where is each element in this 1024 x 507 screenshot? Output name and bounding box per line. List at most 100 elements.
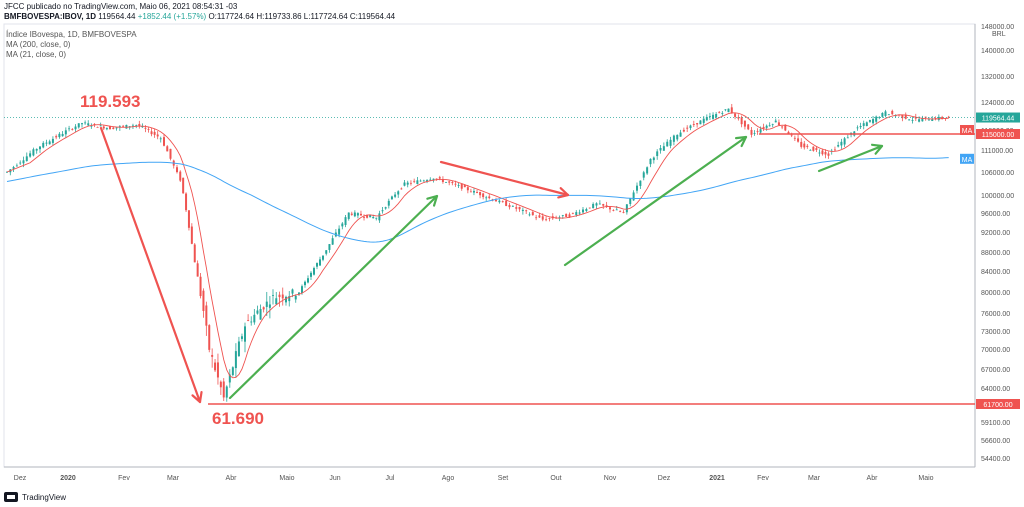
candle-body <box>652 157 655 161</box>
candle-body <box>750 129 753 135</box>
candle-body <box>390 196 393 200</box>
y-tick-label: 80000.00 <box>981 290 1010 297</box>
candle-body <box>639 180 642 186</box>
indicator-ma200[interactable]: MA (200, close, 0) <box>6 40 71 49</box>
indicator-ma21[interactable]: MA (21, close, 0) <box>6 50 67 59</box>
candle-body <box>394 194 397 197</box>
candle-body <box>602 204 605 206</box>
candle-body <box>247 320 250 321</box>
candle-body <box>347 212 350 219</box>
candle-body <box>205 305 208 326</box>
tradingview-logo[interactable]: TradingView <box>4 492 66 502</box>
y-tick-label: 59100.00 <box>981 420 1010 427</box>
candle-body <box>642 172 645 178</box>
candle-body <box>39 146 41 150</box>
candle-body <box>843 138 846 145</box>
candle-body <box>881 112 884 117</box>
candle-body <box>22 160 25 164</box>
candle-body <box>672 135 675 142</box>
candle-body <box>163 137 165 146</box>
candle-body <box>821 150 824 155</box>
x-tick-label: Set <box>498 475 509 482</box>
candle-body <box>454 183 457 185</box>
candle-body <box>485 197 488 199</box>
candle-body <box>301 286 303 293</box>
candle-body <box>545 219 548 221</box>
candle-body <box>662 146 665 151</box>
candle-body <box>12 167 15 169</box>
candle-body <box>187 210 190 228</box>
candle-body <box>403 182 406 186</box>
candle-body <box>375 217 378 219</box>
y-tick-label: 132000.00 <box>981 74 1014 81</box>
y-tick-label: 96000.00 <box>981 211 1010 218</box>
candle-body <box>32 149 35 156</box>
candle-body <box>511 205 514 207</box>
candle-body <box>159 138 162 140</box>
x-tick-label: Nov <box>604 475 617 482</box>
candle-body <box>931 119 934 122</box>
ma200-line <box>6 157 949 243</box>
candle-body <box>747 124 750 130</box>
publisher-line: JFCC publicado no TradingView.com, Maio … <box>4 2 238 11</box>
candle-body <box>432 178 435 181</box>
candle-body <box>328 244 331 250</box>
candle-body <box>501 201 504 203</box>
candle-body <box>718 112 721 114</box>
y-tick-label: 54400.00 <box>981 456 1010 463</box>
candle-body <box>927 119 930 121</box>
candle-body <box>307 278 309 283</box>
candle-body <box>578 212 581 214</box>
candle-body <box>278 294 281 298</box>
candle-body <box>61 133 64 137</box>
annotation-high: 119.593 <box>80 92 141 111</box>
candle-body <box>894 115 897 117</box>
candle-body <box>774 120 777 123</box>
price-change: +1852.44 (+1.57%) <box>137 12 207 21</box>
candle-body <box>784 124 787 131</box>
candle-body <box>862 123 865 126</box>
candle-body <box>147 129 150 130</box>
candle-body <box>790 134 793 136</box>
symbol-line: BMFBOVESPA:IBOV, 1D 119564.44 +1852.44 (… <box>4 12 395 22</box>
candle-body <box>787 131 790 135</box>
candle-body <box>622 211 625 213</box>
candle-body <box>676 134 679 140</box>
candle-body <box>737 117 740 119</box>
candle-body <box>865 122 868 127</box>
candle-body <box>208 325 211 350</box>
x-tick-label: Abr <box>226 475 238 482</box>
candle-body <box>457 185 460 187</box>
y-tick-label: 106000.00 <box>981 170 1014 177</box>
candle-body <box>659 148 662 151</box>
candle-body <box>588 207 591 209</box>
y-tick-label: 64000.00 <box>981 386 1010 393</box>
candle-body <box>712 114 715 119</box>
tradingview-logo-icon <box>4 492 18 502</box>
indicator-title[interactable]: Índice IBovespa, 1D, BMFBOVESPA <box>6 30 137 39</box>
tradingview-brand: TradingView <box>22 492 67 502</box>
candle-body <box>918 119 921 122</box>
candle-body <box>571 212 574 214</box>
y-tick-label: 148000.00 <box>981 24 1014 31</box>
candle-body <box>319 259 321 266</box>
candle-body <box>115 127 118 129</box>
candle-body <box>686 127 689 129</box>
candle-body <box>565 213 568 217</box>
candle-body <box>102 126 105 129</box>
candle-body <box>448 181 451 183</box>
candle-body <box>122 125 125 127</box>
candle-body <box>6 171 8 173</box>
candle-body <box>595 203 598 206</box>
candle-body <box>911 120 914 121</box>
plot-frame <box>3 23 976 468</box>
candle-body <box>298 292 300 295</box>
candle-body <box>256 310 259 314</box>
candle-body <box>55 136 58 138</box>
candle-body <box>505 200 508 206</box>
candle-body <box>696 123 699 125</box>
candle-body <box>809 149 812 151</box>
candle-body <box>859 125 862 128</box>
y-tick-label: 140000.00 <box>981 48 1014 55</box>
